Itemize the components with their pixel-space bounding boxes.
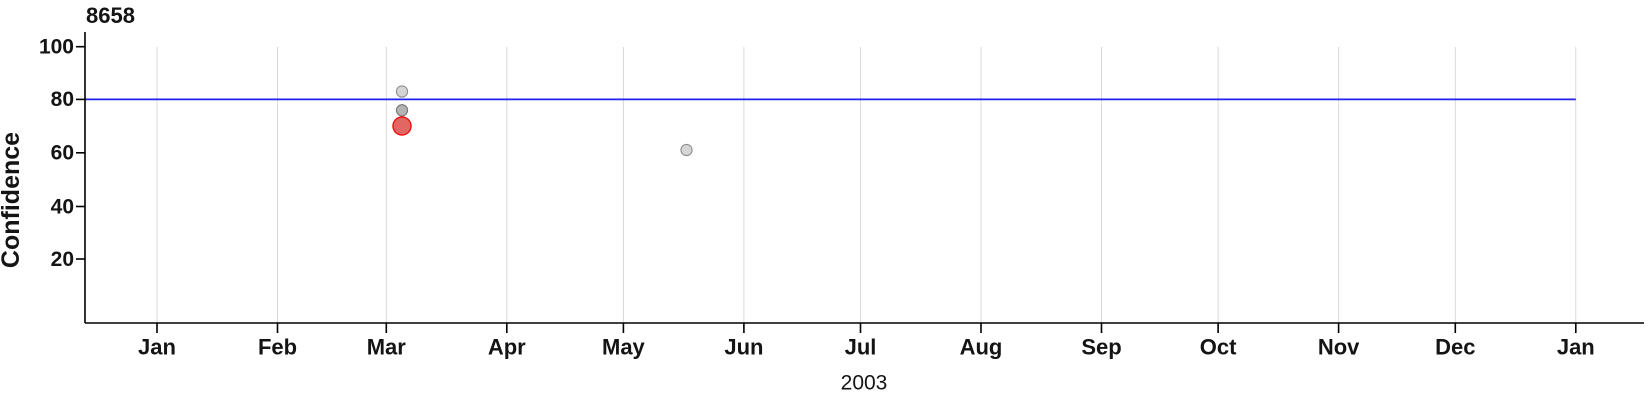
svg-text:Jan: Jan bbox=[1557, 335, 1595, 360]
svg-text:8658: 8658 bbox=[86, 3, 135, 28]
svg-text:Mar: Mar bbox=[367, 335, 407, 360]
svg-text:Jun: Jun bbox=[724, 335, 763, 360]
svg-text:Aug: Aug bbox=[960, 335, 1003, 360]
svg-text:Sep: Sep bbox=[1081, 335, 1121, 360]
svg-text:Feb: Feb bbox=[258, 335, 297, 360]
svg-text:60: 60 bbox=[51, 142, 74, 165]
svg-text:Jul: Jul bbox=[845, 335, 877, 360]
svg-text:Nov: Nov bbox=[1318, 335, 1360, 360]
svg-text:40: 40 bbox=[51, 195, 74, 218]
svg-text:20: 20 bbox=[51, 248, 74, 271]
svg-text:Apr: Apr bbox=[488, 335, 526, 360]
svg-text:Jan: Jan bbox=[138, 335, 176, 360]
svg-text:Dec: Dec bbox=[1435, 335, 1475, 360]
svg-text:May: May bbox=[602, 335, 646, 360]
svg-text:Oct: Oct bbox=[1200, 335, 1237, 360]
svg-text:80: 80 bbox=[51, 88, 74, 111]
svg-text:Confidence: Confidence bbox=[0, 132, 25, 268]
svg-text:2003: 2003 bbox=[841, 372, 888, 395]
svg-text:100: 100 bbox=[39, 36, 74, 59]
